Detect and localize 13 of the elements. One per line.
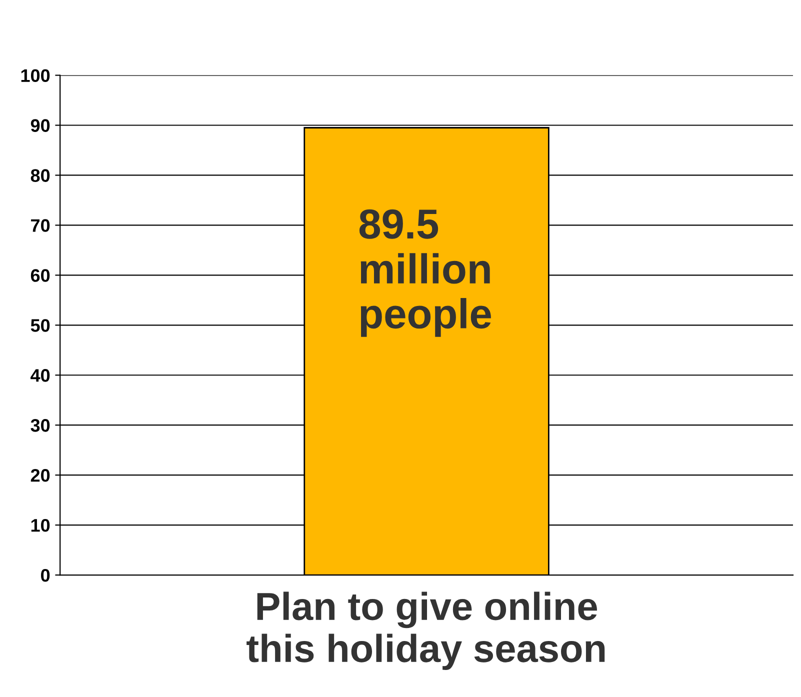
y-tick-label: 0	[41, 568, 50, 582]
y-tick-label: 10	[31, 518, 50, 532]
y-tick-label: 100	[21, 69, 50, 82]
y-tick-label: 30	[30, 419, 50, 432]
y-tick-label: 90	[30, 119, 50, 132]
y-tick-label: 80	[30, 169, 50, 182]
y-tick-label: 40	[30, 369, 50, 382]
y-tick-label: 20	[30, 469, 50, 482]
annotation: 89.5 million people	[359, 209, 491, 337]
y-tick-label: 70	[31, 219, 50, 232]
y-tick-label: 50	[30, 319, 50, 332]
x-tick-label: Plan to give online this holiday season	[246, 592, 605, 670]
y-tick-label: 60	[30, 269, 50, 282]
